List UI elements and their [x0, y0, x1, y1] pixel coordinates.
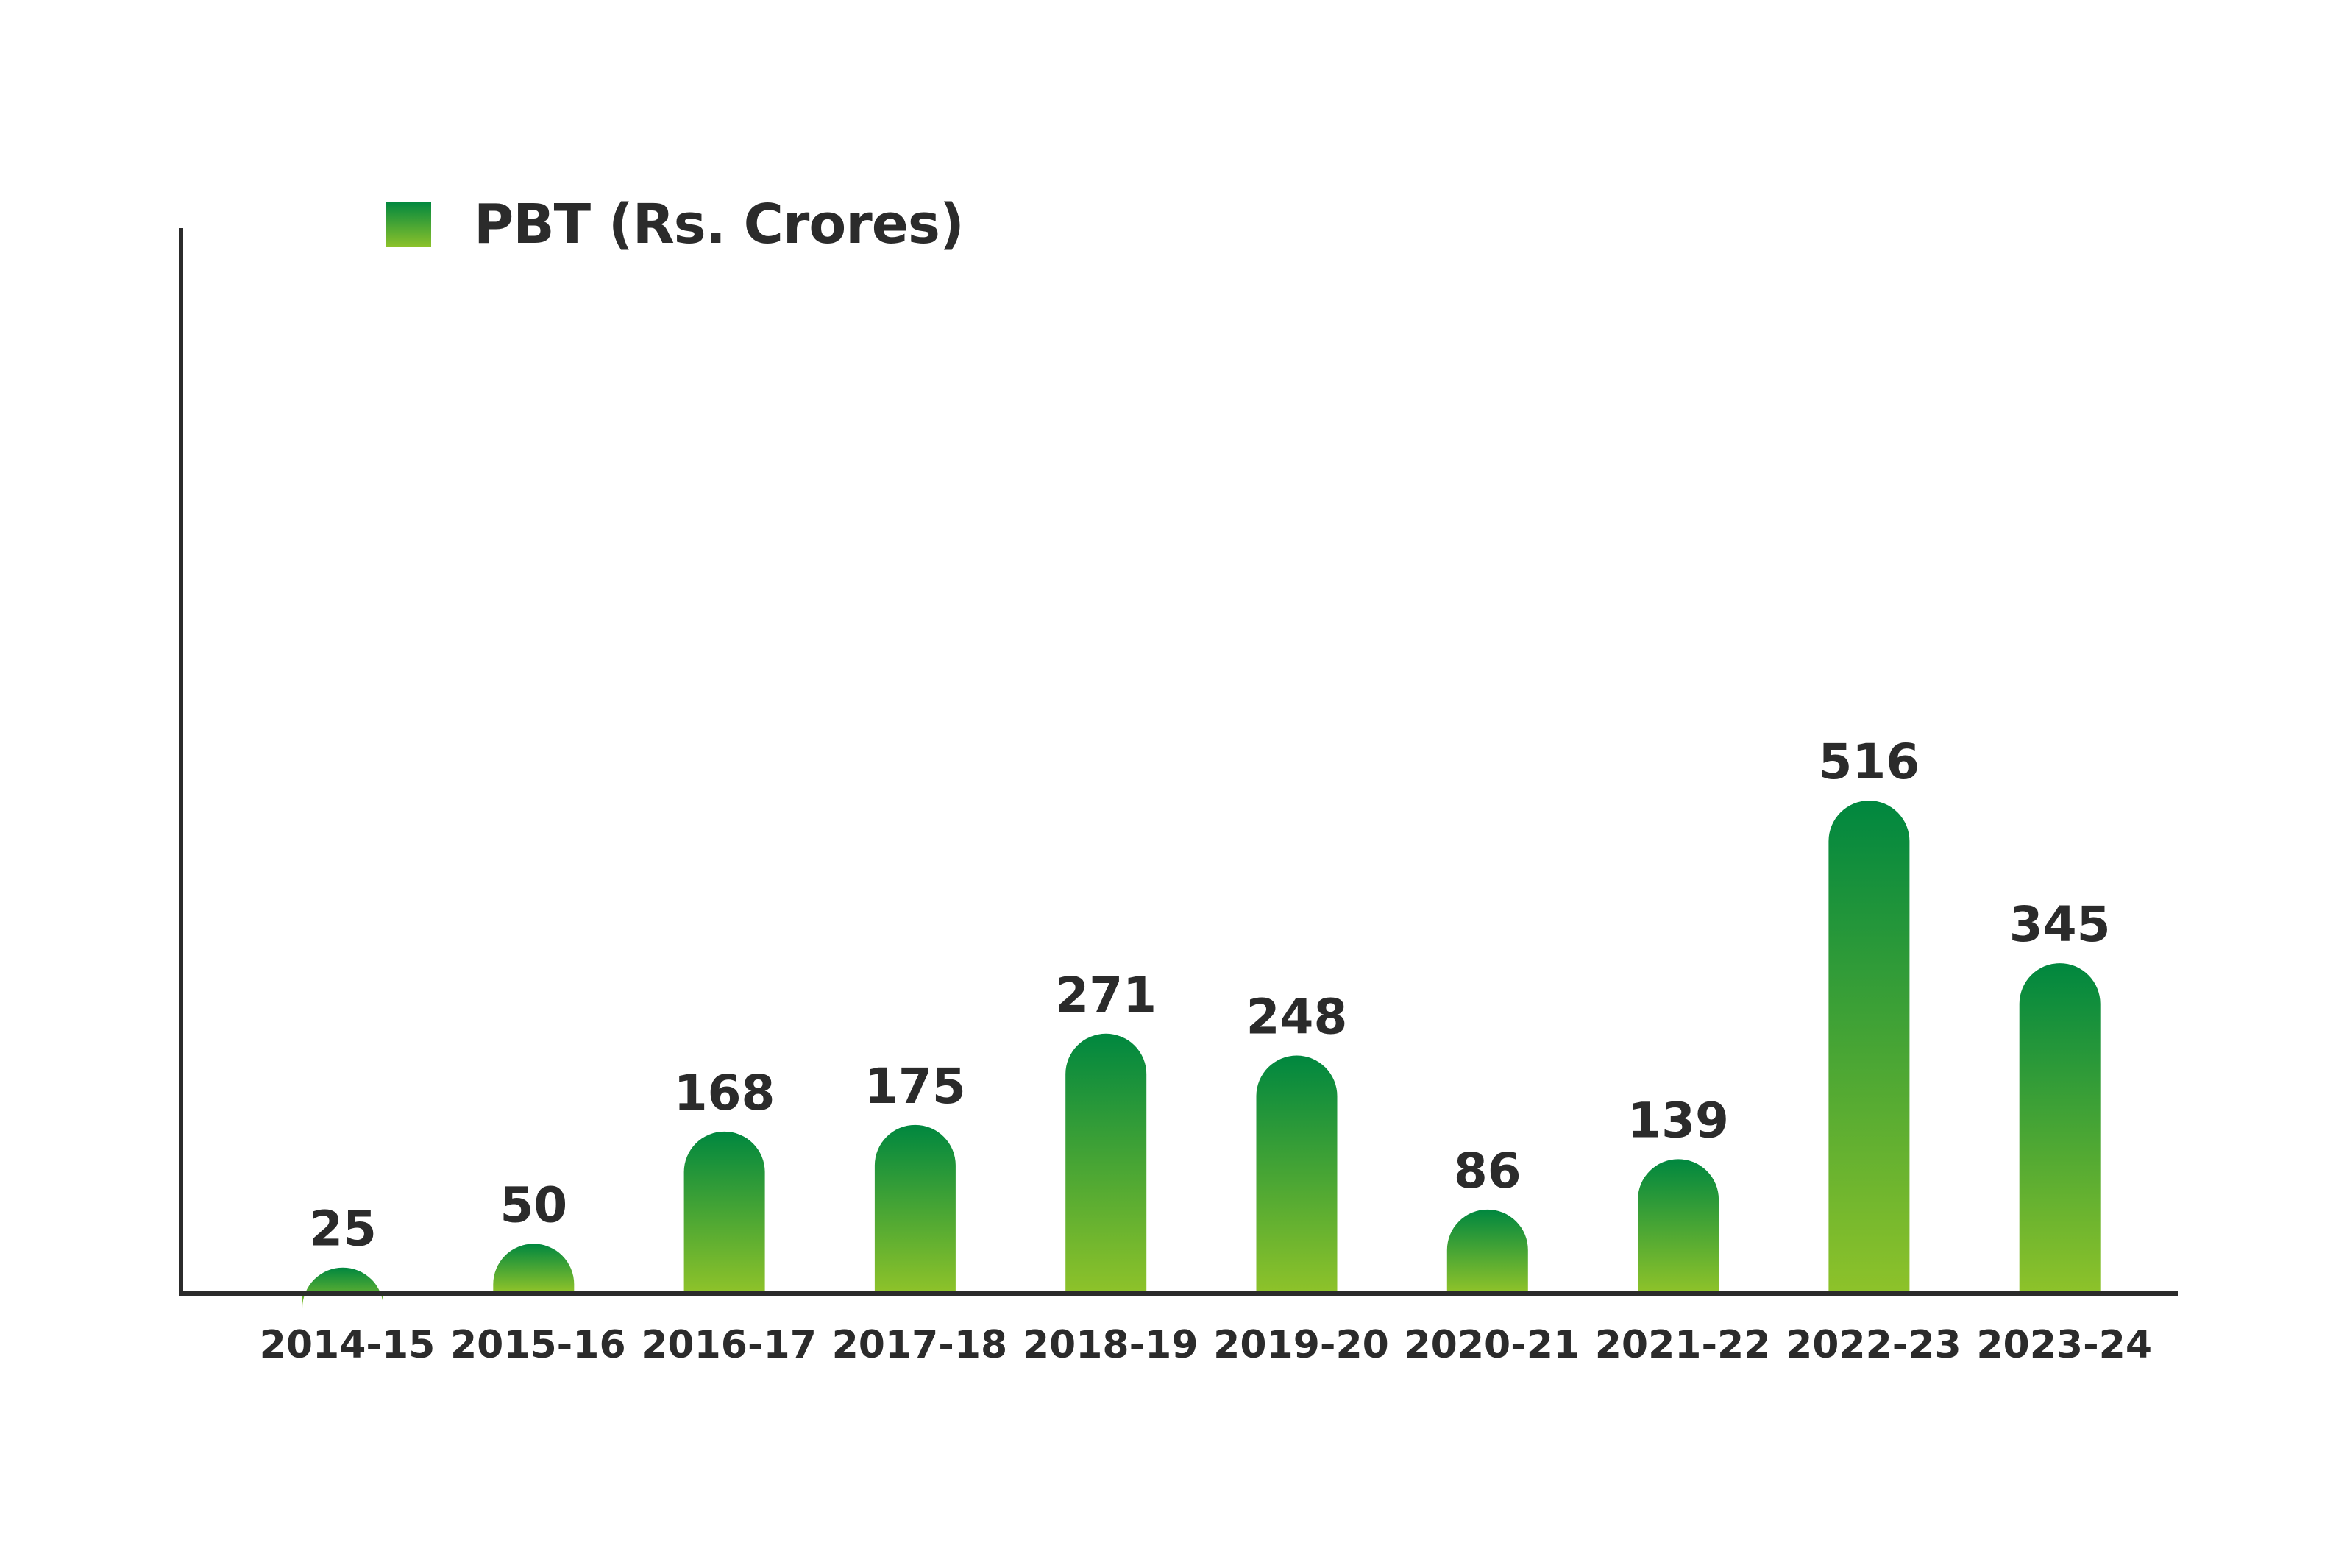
data-label-2017-18: 175	[864, 1058, 966, 1115]
bar-2017-18	[874, 1124, 956, 1291]
x-tick-label-2015-16: 2015-16	[450, 1323, 626, 1367]
x-tick-label-2021-22: 2021-22	[1595, 1323, 1771, 1367]
data-label-2021-22: 139	[1627, 1092, 1729, 1149]
data-label-2019-20: 248	[1246, 988, 1348, 1045]
x-tick-label-2020-21: 2020-21	[1404, 1323, 1580, 1367]
x-tick-label-2019-20: 2019-20	[1213, 1323, 1389, 1367]
x-tick-label-2018-19: 2018-19	[1023, 1323, 1199, 1367]
data-label-2022-23: 516	[1819, 734, 1920, 790]
data-label-2023-24: 345	[2009, 896, 2111, 953]
x-tick-label-2022-23: 2022-23	[1786, 1323, 1961, 1367]
data-labels-layer: 25 50 168 175 271 248 86 139 516 345	[309, 734, 2111, 1257]
data-label-2020-21: 86	[1454, 1143, 1522, 1199]
legend: PBT (Rs. Crores)	[386, 193, 965, 256]
data-label-2018-19: 271	[1055, 967, 1157, 1024]
x-tick-labels-layer: 2014-15 2015-16 2016-17 2017-18 2018-19 2019-…	[260, 1323, 2152, 1367]
x-tick-label-2017-18: 2017-18	[832, 1323, 1008, 1367]
bars-layer	[302, 801, 2101, 1308]
x-tick-label-2023-24: 2023-24	[1976, 1323, 2152, 1367]
bar-2016-17	[683, 1131, 765, 1291]
x-tick-label-2014-15: 2014-15	[260, 1323, 436, 1367]
data-label-2016-17: 168	[674, 1065, 775, 1121]
data-label-2014-15: 25	[309, 1201, 377, 1257]
bar-2020-21	[1446, 1209, 1528, 1291]
data-label-2015-16: 50	[500, 1177, 567, 1233]
bar-2022-23	[1828, 801, 1910, 1291]
bar-2023-24	[2019, 963, 2101, 1291]
x-tick-label-2016-17: 2016-17	[641, 1323, 817, 1367]
legend-label: PBT (Rs. Crores)	[474, 193, 965, 256]
bar-2019-20	[1256, 1055, 1338, 1291]
legend-swatch	[386, 202, 431, 247]
bar-2018-19	[1065, 1033, 1147, 1291]
bar-2015-16	[493, 1244, 575, 1291]
bar-2021-22	[1638, 1159, 1719, 1291]
bar-2014-15	[302, 1267, 383, 1308]
